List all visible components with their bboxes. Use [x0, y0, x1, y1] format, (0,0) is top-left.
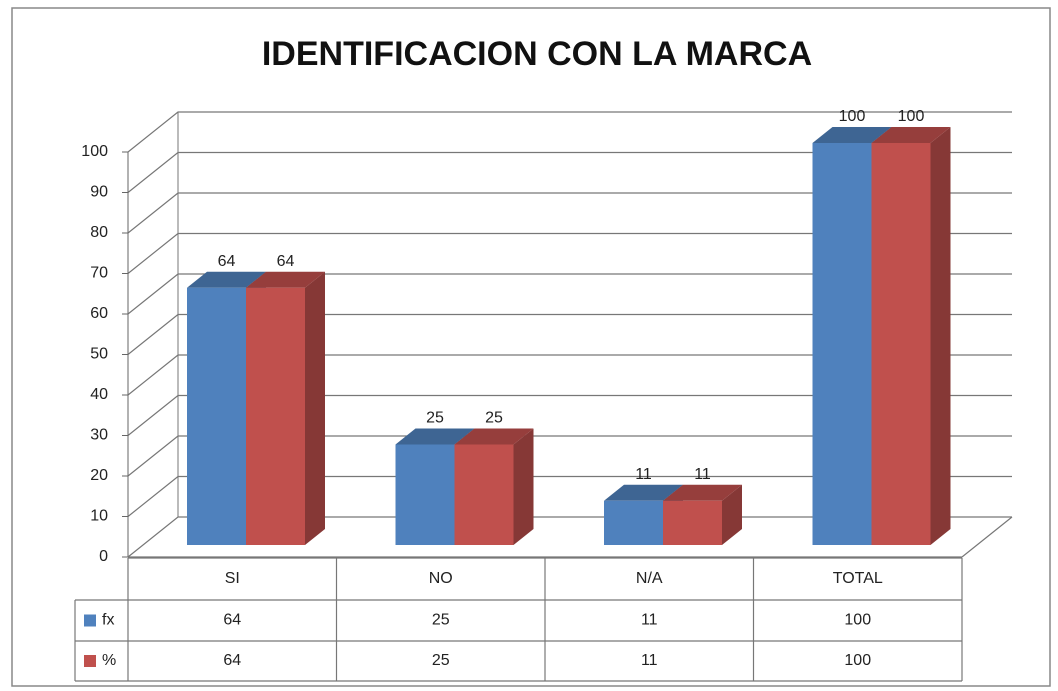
- data-label: 11: [694, 466, 711, 483]
- table-cell: 11: [641, 652, 658, 669]
- legend-swatch: [84, 655, 96, 667]
- bar-side: [722, 484, 742, 545]
- data-label: 100: [898, 108, 925, 125]
- bar-top: [812, 127, 892, 143]
- y-tick-label: 20: [90, 467, 108, 484]
- legend-label: %: [102, 652, 116, 669]
- bar-front: [663, 500, 722, 545]
- bar-side: [513, 428, 534, 545]
- y-tick-label: 50: [90, 346, 108, 363]
- bar-top: [871, 127, 951, 143]
- bar-front: [454, 444, 514, 545]
- data-label: 64: [277, 253, 295, 270]
- data-label: 11: [635, 466, 652, 483]
- table-cell: 64: [223, 652, 241, 669]
- data-label: 100: [839, 108, 866, 125]
- bar-top: [246, 271, 325, 288]
- table-cell: 25: [432, 652, 450, 669]
- data-label: 25: [426, 410, 444, 427]
- legend-swatch: [84, 614, 96, 627]
- floor-edge: [128, 516, 1013, 558]
- y-tick-label: 0: [99, 548, 108, 565]
- bar-front: [395, 444, 455, 545]
- table-cell: 100: [844, 612, 871, 629]
- bar-front: [187, 287, 246, 545]
- table-cell: 100: [844, 652, 871, 669]
- legend-label: fx: [102, 612, 114, 629]
- bar: [663, 484, 742, 545]
- data-label: 64: [218, 253, 236, 270]
- x-tick-label: TOTAL: [833, 570, 883, 587]
- bar-top: [663, 484, 742, 501]
- chart-title: IDENTIFICACION CON LA MARCA: [262, 35, 812, 73]
- data-label: 25: [485, 410, 503, 427]
- y-tick-label: 30: [90, 427, 108, 444]
- y-tick-label: 40: [90, 386, 108, 403]
- x-tick-label: N/A: [636, 570, 663, 587]
- bar-front: [246, 287, 305, 545]
- bar-top: [187, 271, 266, 288]
- bar-top: [395, 428, 475, 445]
- y-tick-label: 100: [81, 143, 108, 160]
- bar-front: [812, 143, 872, 545]
- table-cell: 25: [432, 612, 450, 629]
- bar: [454, 428, 534, 545]
- table-cell: 64: [223, 612, 241, 629]
- y-tick-label: 70: [90, 265, 108, 282]
- y-tick-label: 90: [90, 184, 108, 201]
- bar-side: [930, 127, 951, 545]
- bar-top: [454, 428, 534, 445]
- x-tick-label: SI: [225, 570, 240, 587]
- x-tick-label: NO: [429, 570, 453, 587]
- y-tick-label: 60: [90, 305, 108, 322]
- y-tick-label: 80: [90, 224, 108, 241]
- bar-front: [871, 143, 931, 545]
- y-tick-label: 10: [90, 508, 108, 525]
- bar-side: [305, 271, 325, 545]
- bar-front: [604, 500, 663, 545]
- bar: [871, 127, 951, 545]
- bar-top: [604, 484, 683, 501]
- table-cell: 11: [641, 612, 658, 629]
- bar: [246, 271, 325, 545]
